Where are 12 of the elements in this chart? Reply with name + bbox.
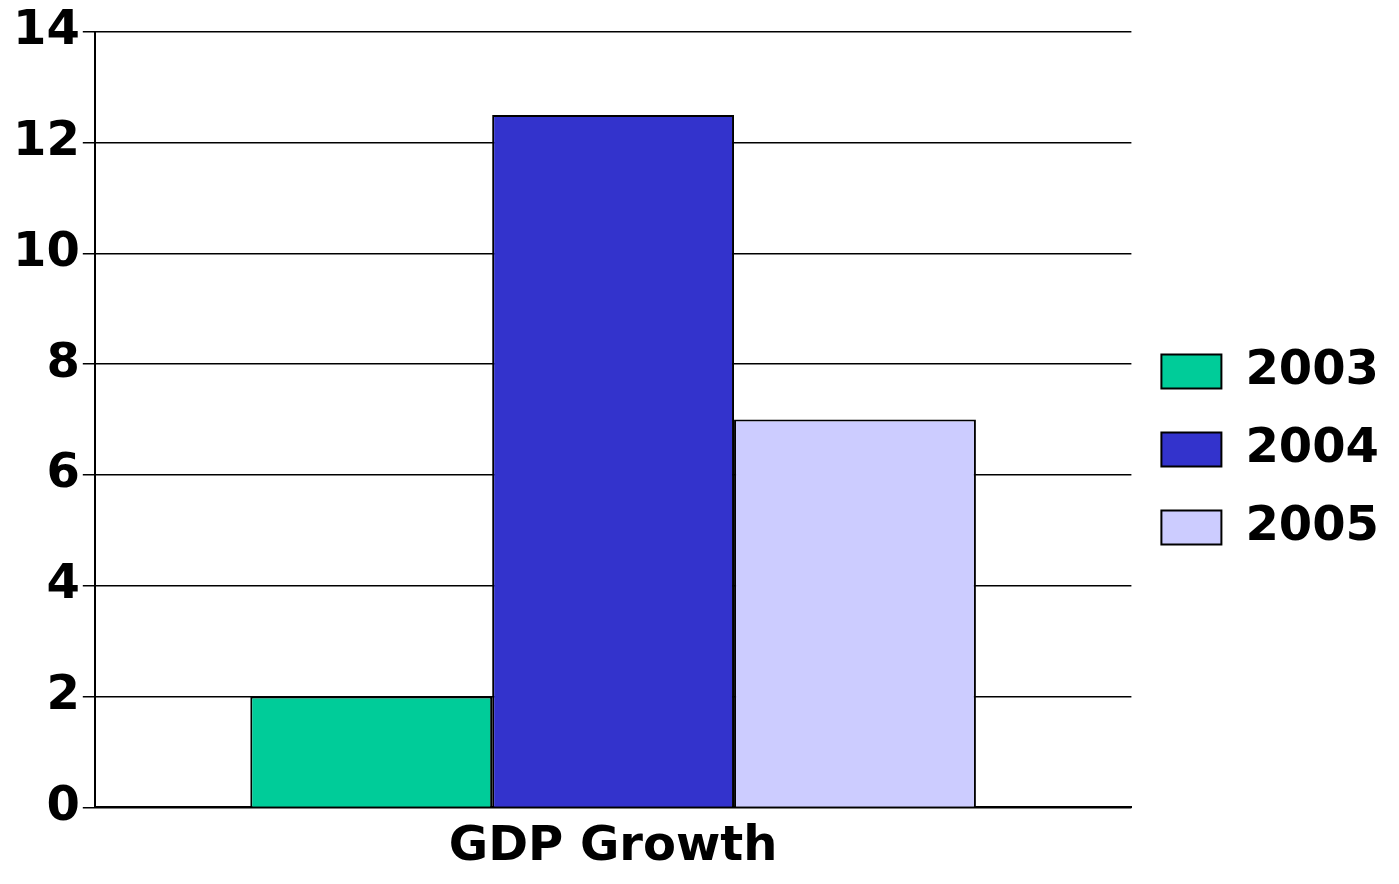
y-tick-label: 8	[46, 331, 80, 388]
y-tick-label: 2	[46, 664, 80, 721]
y-tick-label: 10	[13, 220, 80, 277]
legend-label: 2005	[1245, 494, 1379, 551]
y-tick-label: 6	[46, 442, 80, 499]
y-tick-label: 12	[13, 110, 80, 167]
y-tick-label: 4	[46, 553, 80, 610]
legend-label: 2004	[1245, 416, 1379, 473]
y-tick-label: 0	[46, 774, 80, 831]
x-tick-label: GDP Growth	[448, 814, 778, 871]
y-tick-label: 14	[13, 0, 80, 56]
legend-label: 2003	[1245, 338, 1379, 395]
